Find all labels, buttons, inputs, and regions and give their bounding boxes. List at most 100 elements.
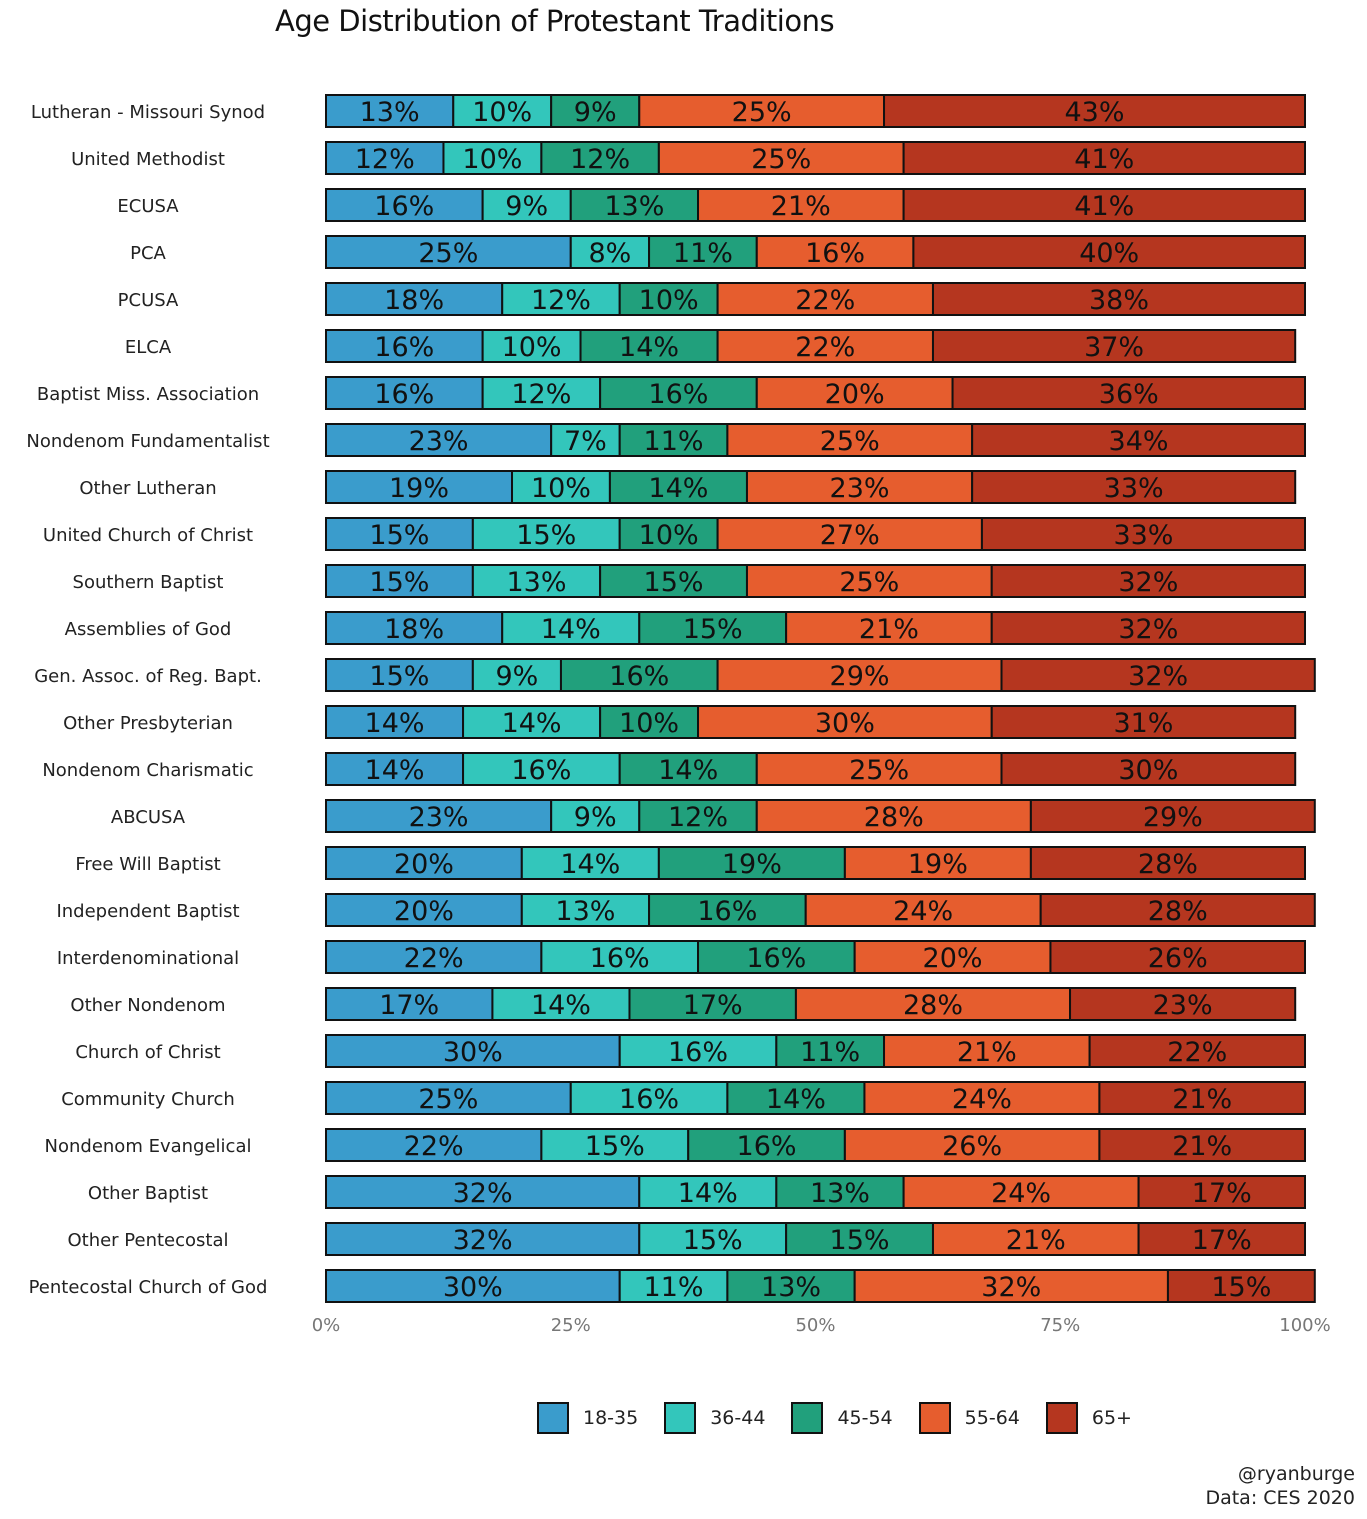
bar-value-label: 10% — [619, 708, 679, 739]
bar-value-label: 19% — [389, 473, 449, 504]
bar-value-label: 30% — [443, 1272, 503, 1303]
bar-value-label: 14% — [648, 473, 708, 504]
bar-value-label: 16% — [648, 379, 708, 410]
bar-segment — [325, 282, 504, 316]
bar-segment — [687, 1128, 846, 1162]
bar-value-label: 15% — [369, 567, 429, 598]
legend-label: 36-44 — [710, 1407, 766, 1429]
category-label: Other Lutheran — [79, 478, 216, 499]
bar-value-label: 13% — [555, 896, 615, 927]
bar-value-label: 21% — [957, 1037, 1017, 1068]
bars — [325, 94, 1316, 1303]
bar-segment — [1137, 1222, 1306, 1256]
bar-segment — [325, 1034, 621, 1068]
bar-value-label: 14% — [365, 708, 425, 739]
bar-value-label: 28% — [903, 990, 963, 1021]
bar-value-label: 25% — [820, 426, 880, 457]
bar-value-label: 14% — [766, 1084, 826, 1115]
bar-segment — [462, 752, 621, 786]
bar-value-label: 40% — [1079, 238, 1139, 269]
legend-item: 36-44 — [664, 1402, 765, 1434]
bar-value-label: 20% — [394, 896, 454, 927]
legend-label: 18-35 — [583, 1407, 639, 1429]
bar-value-label: 9% — [495, 661, 538, 692]
category-label: Lutheran - Missouri Synod — [31, 102, 265, 123]
bar-value-label: 24% — [893, 896, 953, 927]
category-label: Baptist Miss. Association — [37, 384, 259, 405]
bar-value-label: 30% — [1118, 755, 1178, 786]
x-axis-ticks: 0% 25% 50% 75% 100% — [312, 1315, 1331, 1336]
legend-swatch — [537, 1402, 569, 1434]
bar-value-label: 20% — [394, 849, 454, 880]
legend-swatch — [918, 1402, 951, 1434]
bar-segment — [951, 376, 1306, 410]
bar-segment — [755, 235, 915, 269]
category-label: ABCUSA — [111, 807, 186, 828]
category-label: Independent Baptist — [56, 901, 239, 922]
bar-value-label: 22% — [795, 332, 855, 363]
bar-segment — [569, 188, 700, 222]
bar-segment — [325, 188, 484, 222]
bar-value-label: 28% — [1148, 896, 1208, 927]
category-label: ECUSA — [117, 196, 179, 217]
bar-segment — [785, 1222, 934, 1256]
legend-swatch — [791, 1402, 824, 1434]
bar-value-label: 16% — [668, 1037, 728, 1068]
bar-segment — [452, 94, 553, 128]
bar-segment — [716, 329, 934, 363]
bar-segment — [325, 987, 494, 1021]
bar-segment — [785, 611, 993, 645]
bar-value-label: 34% — [1109, 426, 1169, 457]
bar-segment — [843, 1128, 1101, 1162]
bar-segment — [912, 235, 1307, 269]
bar-value-label: 19% — [722, 849, 782, 880]
bar-segment — [902, 188, 1306, 222]
bar-segment — [931, 282, 1306, 316]
bar-value-label: 23% — [409, 426, 469, 457]
bar-value-label: 32% — [1128, 661, 1188, 692]
bar-segment — [501, 611, 641, 645]
category-label: Other Baptist — [88, 1183, 208, 1204]
bar-value-label: 15% — [585, 1131, 645, 1162]
bar-value-label: 32% — [981, 1272, 1041, 1303]
bar-segment — [638, 94, 886, 128]
bar-value-label: 10% — [639, 285, 699, 316]
bar-segment — [883, 94, 1307, 128]
bar-value-label: 12% — [511, 379, 571, 410]
bar-segment — [697, 705, 993, 739]
bar-segment — [1098, 1128, 1307, 1162]
bar-value-label: 29% — [830, 661, 890, 692]
bar-value-label: 8% — [588, 238, 631, 269]
bar-value-label: 13% — [761, 1272, 821, 1303]
category-label: Assemblies of God — [65, 619, 232, 640]
bar-segment — [794, 987, 1072, 1021]
bar-segment — [618, 517, 719, 551]
bar-segment — [325, 235, 572, 269]
bar-segment — [325, 329, 484, 363]
bar-value-label: 26% — [942, 1131, 1002, 1162]
bar-value-label: 17% — [1192, 1178, 1252, 1209]
bar-value-label: 9% — [574, 802, 617, 833]
bar-value-label: 15% — [644, 567, 704, 598]
bar-segment — [569, 235, 651, 269]
bar-value-label: 25% — [418, 238, 478, 269]
bar-value-label: 24% — [991, 1178, 1051, 1209]
bar-segment — [618, 752, 758, 786]
bar-value-label: 15% — [1211, 1272, 1271, 1303]
bar-value-label: 27% — [820, 520, 880, 551]
bar-value-label: 12% — [531, 285, 591, 316]
bar-value-label: 28% — [1138, 849, 1198, 880]
bar-segment — [325, 893, 523, 927]
bar-segment — [325, 705, 465, 739]
bar-segment — [481, 188, 572, 222]
x-tick-label: 75% — [1040, 1315, 1080, 1336]
legend-item: 45-54 — [791, 1402, 893, 1434]
bar-segment — [618, 282, 719, 316]
bar-value-label: 14% — [541, 614, 601, 645]
bar-segment — [1039, 893, 1316, 927]
category-label: United Church of Christ — [43, 525, 253, 546]
category-label: Church of Christ — [75, 1042, 220, 1063]
bar-value-label: 15% — [369, 661, 429, 692]
bar-value-label: 14% — [619, 332, 679, 363]
bar-value-label: 20% — [825, 379, 885, 410]
